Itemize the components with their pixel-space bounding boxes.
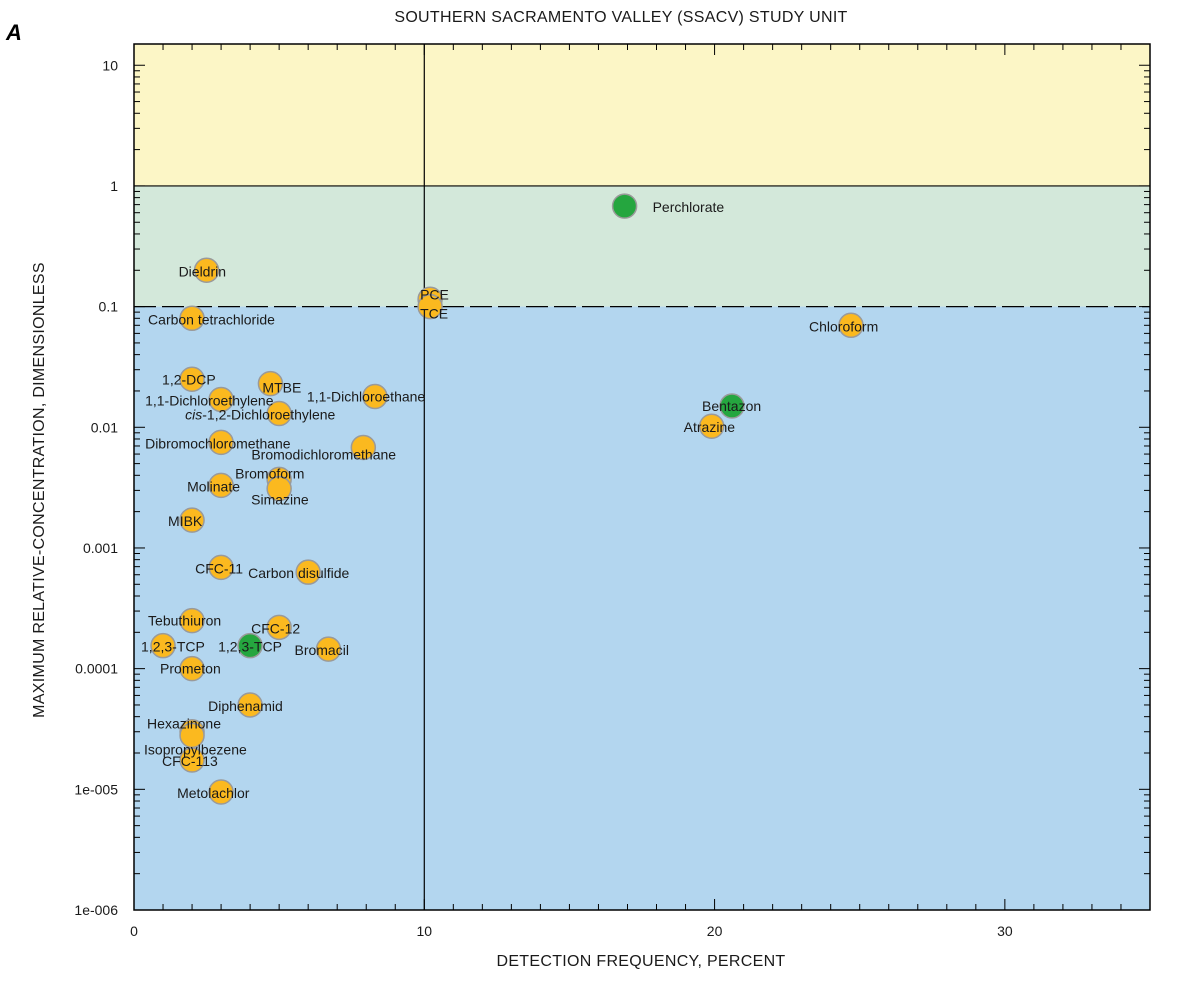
data-point <box>208 386 234 413</box>
data-point <box>208 429 234 456</box>
x-tick-label: 0 <box>130 923 138 939</box>
data-point-label: Metolachlor <box>177 785 250 801</box>
data-point-label: 1,1-Dichloroethylene <box>145 392 274 408</box>
band-low <box>134 306 1150 911</box>
chart-title: SOUTHERN SACRAMENTO VALLEY (SSACV) STUDY… <box>394 9 847 26</box>
y-tick-label: 1e-006 <box>74 902 118 918</box>
data-point-label: Simazine <box>251 492 309 508</box>
data-point-labels: Perchlorate Dieldrin PCE TCE Carbon tetrachl… <box>141 199 878 801</box>
data-point <box>179 305 205 332</box>
y-axis-title: MAXIMUM RELATIVE-CONCENTRATION, DIMENSIO… <box>31 262 48 718</box>
data-points <box>150 193 864 805</box>
data-point-label: 1,2,3-TCP <box>218 639 282 655</box>
panel-letter: A <box>5 20 22 45</box>
data-point <box>193 257 220 284</box>
data-point <box>237 692 263 718</box>
data-point-label: MIBK <box>168 513 203 529</box>
x-tick-label: 20 <box>707 923 723 939</box>
data-point <box>719 393 745 419</box>
data-point-label: 1,2-DCP <box>162 371 216 387</box>
data-point-label: Carbon disulfide <box>248 565 349 581</box>
data-point-label: Bentazon <box>702 398 761 414</box>
x-axis-title: DETECTION FREQUENCY, PERCENT <box>496 953 785 970</box>
data-point-label: Bromoform <box>235 465 304 481</box>
threshold-bands <box>134 44 1150 911</box>
data-point <box>350 434 377 461</box>
data-point-label: Hexazinone <box>147 716 221 732</box>
y-tick-label: 1e-005 <box>74 781 118 797</box>
data-point-label: CFC-12 <box>251 620 300 636</box>
data-point <box>179 607 205 634</box>
data-point <box>266 475 292 502</box>
data-point <box>698 413 725 439</box>
data-point <box>417 293 443 320</box>
data-point <box>179 655 205 682</box>
data-point <box>208 472 234 499</box>
data-point <box>150 632 176 659</box>
data-point-label: Perchlorate <box>653 199 725 215</box>
data-point-label: Chloroform <box>809 318 878 334</box>
data-point <box>266 400 292 427</box>
data-point <box>179 507 205 533</box>
data-point-label: cis-1,2-Dichloroethylene <box>185 407 335 423</box>
data-point <box>179 366 205 393</box>
y-tick-label: 0.001 <box>83 540 118 556</box>
x-tick-label: 10 <box>416 923 432 939</box>
y-tick-label: 0.01 <box>91 419 118 435</box>
data-point-label: Dibromochloromethane <box>145 435 291 451</box>
x-axis-ticks: 0 10 20 30 <box>130 44 1151 939</box>
y-axis-ticks: 1e-006 1e-005 0.0001 0.001 0.01 0.1 1 10 <box>74 57 1150 918</box>
data-point-label: Carbon tetrachloride <box>148 311 275 327</box>
data-point-label: Tebuthiuron <box>148 613 221 629</box>
reference-lines <box>134 44 1150 910</box>
data-point-label: MTBE <box>262 380 301 396</box>
data-point-label: CFC-113 <box>162 753 218 769</box>
data-point-label: Dieldrin <box>179 263 226 279</box>
data-point-label: 1,1-Dichloroethane <box>307 388 426 404</box>
data-point-label: Diphenamid <box>208 698 283 714</box>
data-point-label: Bromodichloromethane <box>251 446 396 462</box>
data-point <box>179 747 205 773</box>
data-point <box>611 193 638 219</box>
data-point-label: Isopropylbezene <box>144 741 247 757</box>
y-tick-label: 0.0001 <box>75 661 118 677</box>
data-point <box>208 554 234 581</box>
data-point <box>295 559 321 585</box>
data-point-label: CFC-11 <box>195 560 243 576</box>
data-point <box>362 383 388 410</box>
data-point-label: Prometon <box>160 661 221 677</box>
data-point-label: 1,2,3-TCP <box>141 639 205 655</box>
y-tick-label: 1 <box>110 178 118 194</box>
data-point <box>838 312 864 339</box>
y-tick-label: 10 <box>102 57 118 73</box>
data-point-label: Atrazine <box>684 419 736 435</box>
data-point-label: Bromacil <box>294 642 348 658</box>
data-point <box>208 779 234 805</box>
data-point-label: TCE <box>420 306 448 322</box>
data-point-label: PCE <box>420 286 449 302</box>
data-point <box>315 636 342 662</box>
band-above-1 <box>134 44 1150 186</box>
x-tick-label: 30 <box>997 923 1013 939</box>
data-point <box>237 632 263 659</box>
data-point <box>266 614 292 641</box>
data-point <box>257 370 284 397</box>
plot-frame <box>133 43 1151 911</box>
y-tick-label: 0.1 <box>99 299 119 315</box>
band-moderate <box>134 185 1150 307</box>
data-point-label: Molinate <box>187 478 240 494</box>
